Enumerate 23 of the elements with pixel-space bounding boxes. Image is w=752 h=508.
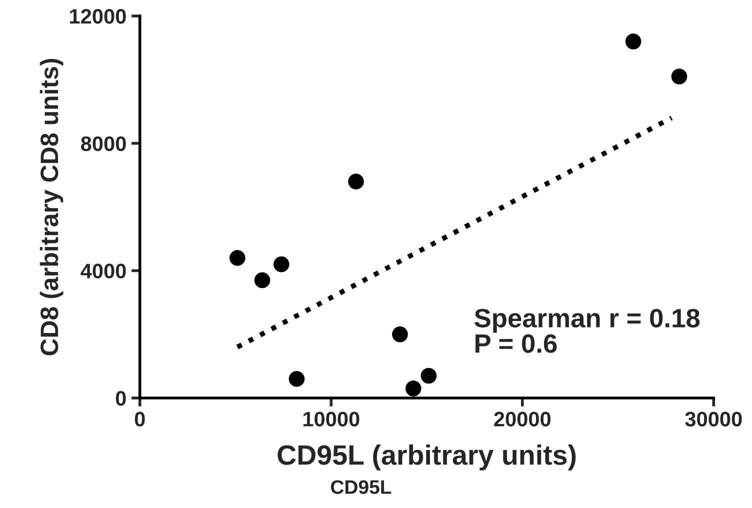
x-tick-label: 10000 (303, 412, 360, 427)
point (405, 380, 422, 396)
x-axis-title: CD95L (arbitrary units) (278, 444, 576, 470)
point (273, 256, 290, 272)
y-tick-label: 8000 (80, 136, 126, 152)
point (348, 174, 364, 190)
annotation: Spearman r = 0.18 (474, 308, 700, 333)
point (254, 272, 270, 288)
y-tick-label: 4000 (80, 264, 126, 278)
y-axis-title: CD8 (arbitrary CD8 units) (40, 58, 64, 356)
point (420, 368, 437, 384)
x-tick-label: 0 (134, 412, 145, 427)
point (288, 371, 305, 387)
annotation: P = 0.6 (476, 334, 557, 353)
x-tick-label: 30000 (685, 412, 742, 427)
point (229, 250, 246, 266)
y-tick-label: 0 (116, 391, 126, 406)
y-tick-label: 12000 (70, 9, 126, 24)
point (625, 34, 642, 50)
point (392, 326, 408, 342)
x-tick-label: 20000 (494, 412, 551, 427)
text: CD95L (330, 480, 392, 494)
point (671, 68, 688, 84)
